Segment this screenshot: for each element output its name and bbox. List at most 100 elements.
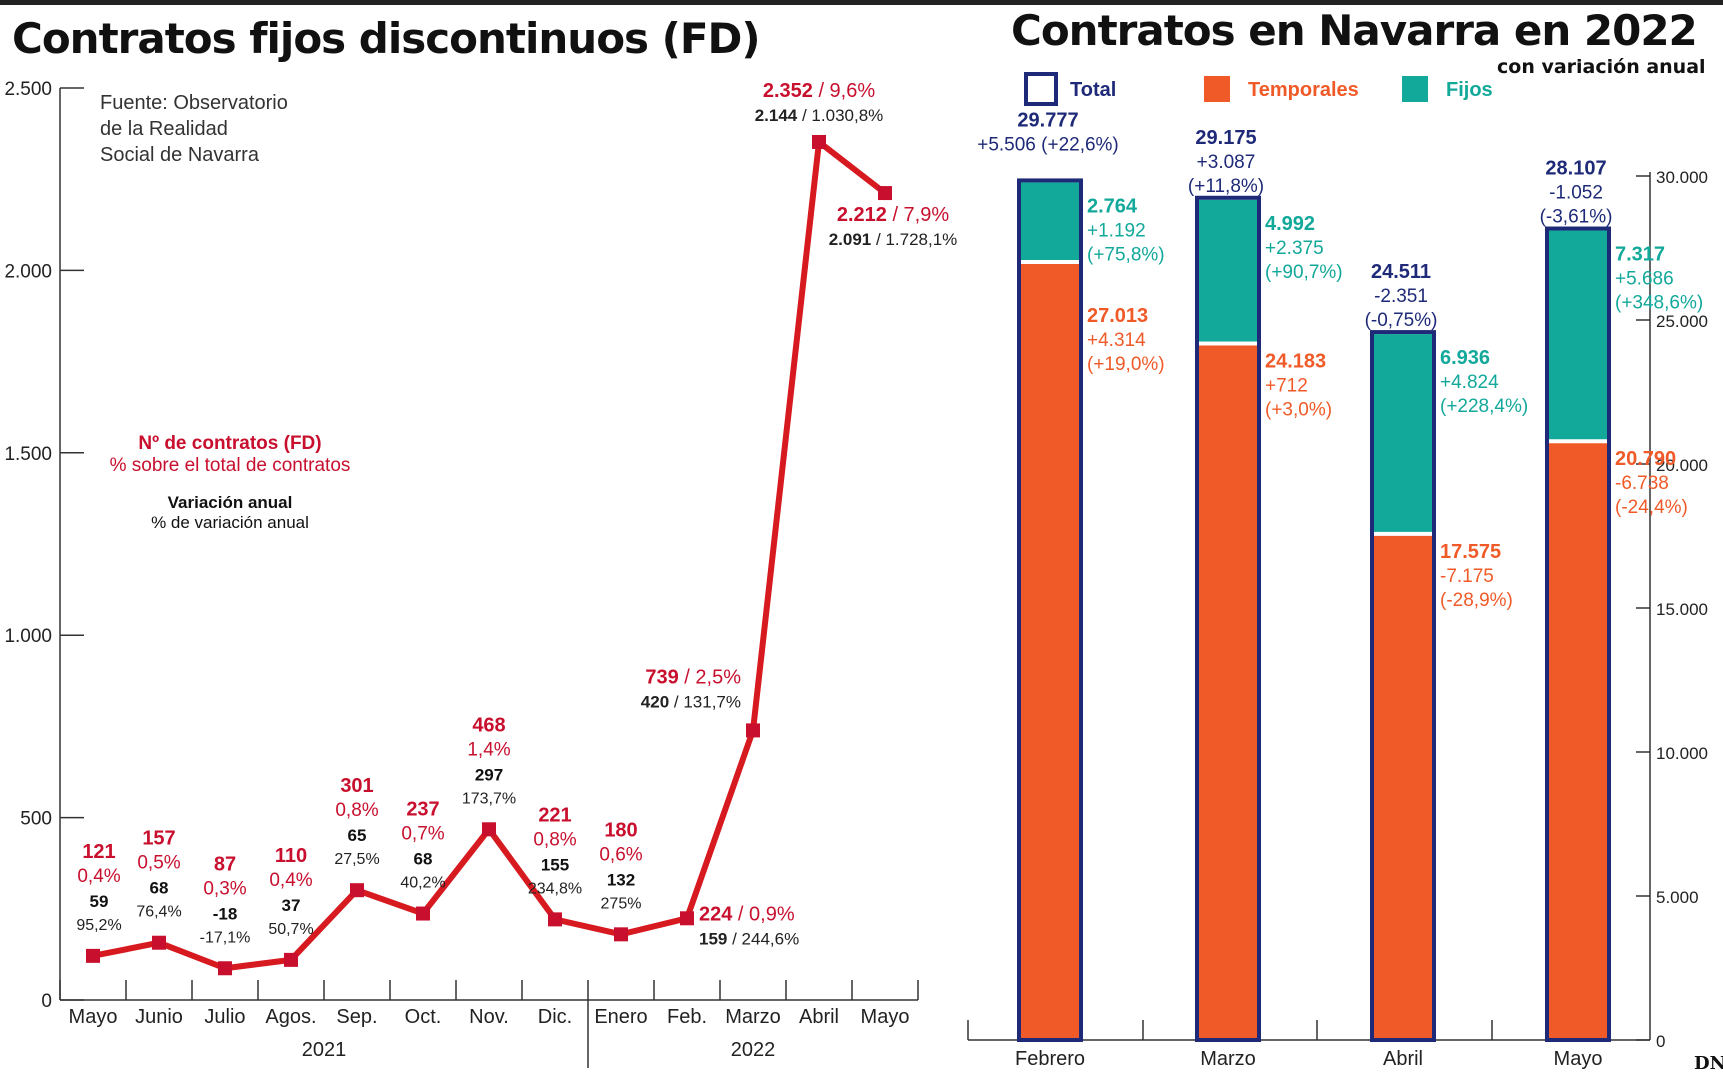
data-point xyxy=(284,952,298,967)
pct-label: 0,7% xyxy=(401,824,444,845)
x-tick-label: Enero xyxy=(594,1006,647,1028)
temporales-variation-label: -7.175 xyxy=(1440,566,1494,587)
right-y-tick-label: 15.000 xyxy=(1656,600,1708,619)
variation-pct-label: 50,7% xyxy=(268,921,313,938)
variation-label: 2.144 xyxy=(755,106,798,125)
bar-fijos xyxy=(1549,230,1607,442)
bar-total-outline xyxy=(1545,226,1611,1043)
variation-label: 155 xyxy=(541,855,569,874)
variation-pct-label: -17,1% xyxy=(200,929,251,946)
left-chart-title: Contratos fijos discontinuos (FD) xyxy=(12,14,761,63)
x-tick-label: Marzo xyxy=(725,1006,781,1028)
total-variation-pct-label: (-0,75%) xyxy=(1365,310,1438,331)
fijos-variation-label: +2.375 xyxy=(1265,238,1324,259)
temporales-variation-label: +712 xyxy=(1265,376,1308,397)
variation-pct-label: 76,4% xyxy=(136,904,181,921)
x-tick-label: Agos. xyxy=(265,1006,316,1028)
legend-variation-pct-label: % de variación anual xyxy=(151,513,309,532)
fijos-variation-pct-label: (+90,7%) xyxy=(1265,262,1343,283)
data-point xyxy=(812,134,826,149)
right-y-tick-label: 10.000 xyxy=(1656,744,1708,763)
value-label: 110 xyxy=(275,845,307,867)
x-tick-label: Junio xyxy=(135,1006,183,1028)
legend-label: Total xyxy=(1070,79,1116,101)
total-variation-label: +3.087 xyxy=(1197,152,1256,173)
bar-category-label: Mayo xyxy=(1554,1048,1603,1070)
left-chart-legend: Nº de contratos (FD) % sobre el total de… xyxy=(90,433,370,533)
y-tick-label: 1.000 xyxy=(4,626,52,647)
pct-label: / 0,9% xyxy=(732,903,794,925)
y-tick-label: 1.500 xyxy=(4,444,52,465)
temporales-value-label: 24.183 xyxy=(1265,351,1326,373)
x-tick-label: Julio xyxy=(204,1006,245,1028)
pct-label: / 7,9% xyxy=(887,204,949,226)
pct-label: 0,6% xyxy=(599,844,642,865)
x-tick-label: Abril xyxy=(799,1006,839,1028)
variation-label: 65 xyxy=(348,826,367,845)
year-label: 2021 xyxy=(302,1039,347,1061)
value-label: 739 xyxy=(645,666,678,688)
variation-label: 159 xyxy=(699,929,727,948)
value-label: 2.212 xyxy=(837,204,887,226)
y-tick-label: 0 xyxy=(41,991,52,1012)
variation-label: 59 xyxy=(90,892,109,911)
temporales-variation-label: +4.314 xyxy=(1087,330,1146,351)
value-label: 301 xyxy=(340,775,373,797)
variation-pct-label: 27,5% xyxy=(334,851,379,868)
data-point xyxy=(680,911,694,926)
data-point xyxy=(218,961,232,976)
bar-temporales xyxy=(1199,343,1257,1040)
variation-pct-label: / 131,7% xyxy=(669,692,741,711)
bar-total-outline xyxy=(1370,330,1436,1042)
bar-category-label: Marzo xyxy=(1200,1048,1256,1070)
total-variation-pct-label: (-3,61%) xyxy=(1540,207,1613,228)
variation-pct-label: / 244,6% xyxy=(727,929,799,948)
x-tick-label: Mayo xyxy=(69,1006,118,1028)
total-variation-label: -1.052 xyxy=(1549,183,1603,204)
variation-label-group: 420 / 131,7% xyxy=(641,692,741,711)
right-y-tick-label: 0 xyxy=(1656,1032,1665,1051)
legend-label: Temporales xyxy=(1248,79,1359,101)
value-label: 87 xyxy=(214,853,236,875)
value-pct-label: 224 / 0,9% xyxy=(699,903,795,925)
y-tick-label: 500 xyxy=(20,809,52,830)
total-variation-pct-label: (+11,8%) xyxy=(1188,176,1264,197)
data-point xyxy=(86,948,100,963)
value-label: 2.352 xyxy=(763,80,813,102)
y-tick-label: 2.500 xyxy=(4,79,52,100)
right-y-tick-label: 5.000 xyxy=(1656,888,1699,907)
temporales-value-label: 27.013 xyxy=(1087,305,1148,327)
source-note: Fuente: Observatorio de la Realidad Soci… xyxy=(100,92,288,166)
variation-label: 37 xyxy=(282,896,301,915)
data-point xyxy=(482,822,496,837)
bar-total-outline xyxy=(1195,195,1261,1042)
fijos-variation-pct-label: (+348,6%) xyxy=(1615,293,1703,314)
pct-label: 0,4% xyxy=(269,870,312,891)
data-point xyxy=(152,935,166,950)
variation-pct-label: 40,2% xyxy=(400,875,445,892)
value-label: 121 xyxy=(82,841,115,863)
right-y-tick-label: 25.000 xyxy=(1656,312,1708,331)
variation-label: 2.091 xyxy=(829,230,872,249)
variation-label: 68 xyxy=(150,879,169,898)
top-rule xyxy=(0,0,1723,5)
legend-swatch xyxy=(1204,76,1230,102)
fijos-variation-label: +4.824 xyxy=(1440,372,1499,393)
right-y-tick-label: 20.000 xyxy=(1656,456,1708,475)
x-tick-label: Feb. xyxy=(667,1006,707,1028)
data-point xyxy=(878,186,892,201)
right-y-tick-label: 30.000 xyxy=(1656,168,1708,187)
variation-label: 68 xyxy=(414,850,433,869)
legend-count-label: Nº de contratos (FD) xyxy=(138,433,322,454)
y-tick-label: 2.000 xyxy=(4,261,52,282)
pct-label: 0,3% xyxy=(203,878,246,899)
bar-temporales xyxy=(1021,262,1079,1040)
legend-swatch xyxy=(1402,76,1428,102)
total-variation-label: -2.351 xyxy=(1374,286,1428,307)
total-value-label: 24.511 xyxy=(1371,261,1431,283)
bar-fijos xyxy=(1021,182,1079,263)
legend-label: Fijos xyxy=(1446,79,1493,101)
x-tick-label: Dic. xyxy=(538,1006,572,1028)
